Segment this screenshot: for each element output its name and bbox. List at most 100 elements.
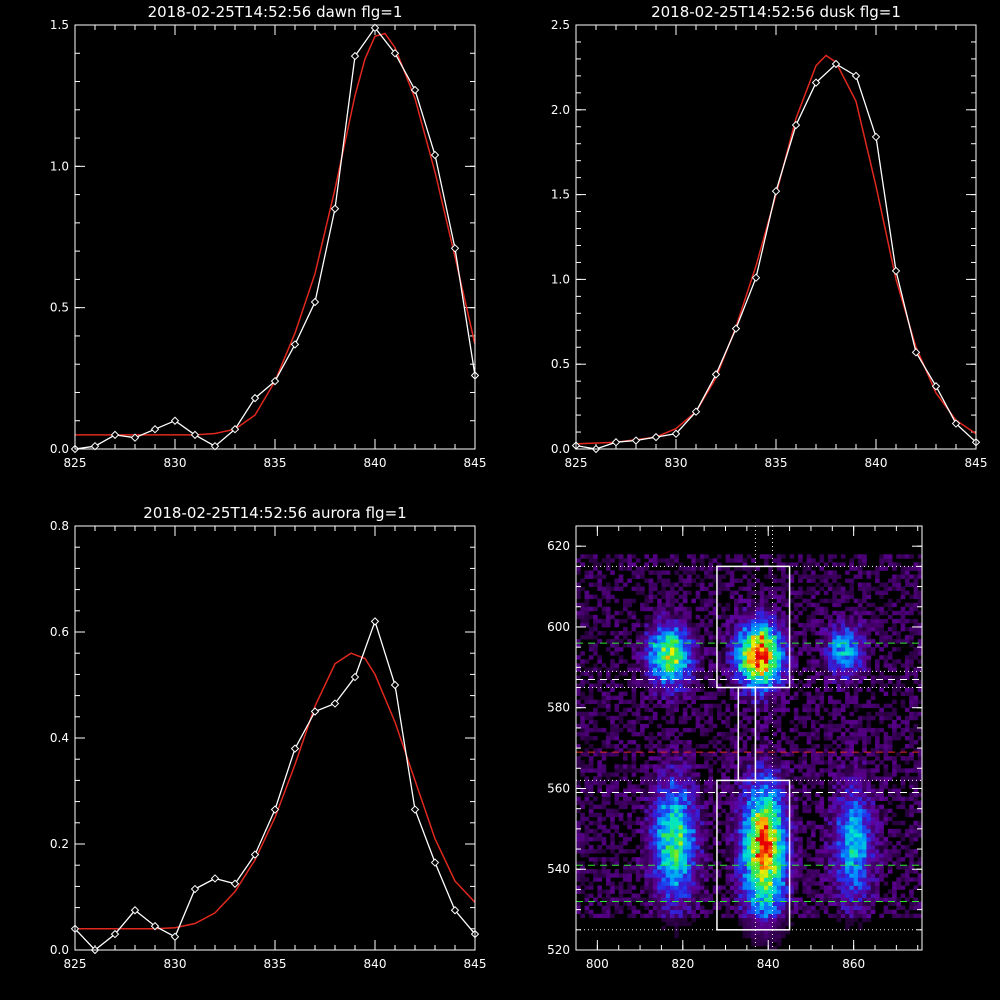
heatmap-cell bbox=[746, 735, 752, 741]
heatmap-cell bbox=[674, 808, 679, 814]
heatmap-cell bbox=[836, 893, 842, 898]
heatmap-cell bbox=[768, 800, 773, 806]
heatmap-cell bbox=[768, 804, 773, 810]
heatmap-cell bbox=[742, 909, 748, 915]
heatmap-cell bbox=[665, 626, 671, 632]
heatmap-cell bbox=[763, 691, 769, 696]
heatmap-cell bbox=[751, 832, 756, 838]
heatmap-cell bbox=[704, 913, 709, 919]
heatmap-cell bbox=[862, 877, 867, 882]
heatmap-cell bbox=[845, 901, 850, 906]
heatmap-cell bbox=[798, 602, 803, 608]
heatmap-cell bbox=[635, 711, 641, 717]
heatmap-cell bbox=[652, 655, 658, 660]
heatmap-cell bbox=[682, 865, 688, 870]
heatmap-cell bbox=[840, 643, 846, 648]
heatmap-cell bbox=[665, 711, 671, 717]
heatmap-cell bbox=[644, 578, 650, 583]
heatmap-cell bbox=[682, 788, 688, 793]
heatmap-cell bbox=[584, 740, 590, 745]
heatmap-cell bbox=[699, 840, 705, 846]
heatmap-cell bbox=[815, 804, 820, 810]
heatmap-cell bbox=[640, 635, 645, 640]
heatmap-cell bbox=[857, 832, 863, 838]
heatmap-cell bbox=[781, 731, 786, 737]
heatmap-cell bbox=[738, 772, 743, 777]
heatmap-cell bbox=[853, 614, 859, 620]
heatmap-cell bbox=[657, 792, 662, 797]
heatmap-cell bbox=[725, 655, 731, 660]
heatmap-cell bbox=[793, 873, 799, 878]
heatmap-cell bbox=[862, 731, 867, 737]
heatmap-cell bbox=[793, 562, 799, 567]
heatmap-cell bbox=[661, 727, 667, 733]
heatmap-cell bbox=[815, 889, 820, 894]
heatmap-cell bbox=[601, 861, 607, 866]
heatmap-cell bbox=[691, 679, 696, 684]
heatmap-cell bbox=[738, 796, 743, 801]
heatmap-cell bbox=[806, 772, 812, 777]
heatmap-cell bbox=[631, 655, 637, 660]
heatmap-cell bbox=[648, 691, 654, 696]
heatmap-cell bbox=[716, 602, 722, 608]
heatmap-cell bbox=[840, 897, 846, 902]
heatmap-cell bbox=[776, 760, 782, 765]
heatmap-cell bbox=[853, 905, 859, 911]
heatmap-cell bbox=[845, 764, 850, 769]
heatmap-cell bbox=[657, 760, 662, 765]
heatmap-cell bbox=[781, 853, 786, 858]
heatmap-cell bbox=[704, 671, 709, 676]
heatmap-cell bbox=[742, 562, 748, 567]
heatmap-cell bbox=[622, 796, 628, 801]
heatmap-cell bbox=[725, 828, 731, 834]
heatmap-cell bbox=[716, 731, 722, 737]
heatmap-cell bbox=[682, 824, 688, 830]
heatmap-cell bbox=[669, 849, 675, 854]
heatmap-cell bbox=[665, 719, 671, 725]
heatmap-cell bbox=[661, 630, 667, 636]
heatmap-cell bbox=[605, 893, 611, 898]
heatmap-cell bbox=[810, 659, 816, 664]
heatmap-cell bbox=[708, 610, 714, 616]
heatmap-cell bbox=[849, 861, 855, 866]
heatmap-cell bbox=[644, 788, 650, 793]
heatmap-cell bbox=[772, 853, 778, 858]
heatmap-cell bbox=[678, 683, 684, 688]
heatmap-cell bbox=[699, 675, 705, 680]
heatmap-cell bbox=[755, 840, 761, 846]
heatmap-cell bbox=[721, 853, 726, 858]
heatmap-cell bbox=[806, 905, 812, 911]
heatmap-cell bbox=[695, 574, 701, 579]
heatmap-cell bbox=[840, 594, 846, 600]
heatmap-cell bbox=[823, 707, 829, 713]
heatmap-cell bbox=[746, 792, 752, 797]
heatmap-cell bbox=[640, 828, 645, 834]
heatmap-cell bbox=[631, 663, 637, 668]
heatmap-cell bbox=[687, 905, 692, 911]
heatmap-cell bbox=[763, 554, 769, 559]
heatmap-cell bbox=[772, 917, 778, 923]
heatmap-cell bbox=[840, 554, 846, 559]
heatmap-cell bbox=[704, 626, 709, 632]
heatmap-cell bbox=[593, 683, 598, 688]
heatmap-cell bbox=[849, 663, 855, 668]
heatmap-cell bbox=[776, 913, 782, 919]
heatmap-cell bbox=[652, 570, 658, 575]
heatmap-cell bbox=[622, 857, 628, 862]
heatmap-cell bbox=[725, 776, 731, 781]
heatmap-cell bbox=[810, 570, 816, 575]
heatmap-cell bbox=[644, 804, 650, 810]
heatmap-cell bbox=[819, 618, 825, 624]
heatmap-cell bbox=[605, 796, 611, 801]
heatmap-cell bbox=[635, 574, 641, 579]
heatmap-cell bbox=[665, 849, 671, 854]
heatmap-cell bbox=[836, 853, 842, 858]
heatmap-cell bbox=[832, 828, 837, 834]
heatmap-cell bbox=[712, 590, 718, 596]
heatmap-cell bbox=[734, 897, 739, 902]
heatmap-cell bbox=[738, 808, 743, 814]
heatmap-cell bbox=[687, 659, 692, 664]
heatmap-cell bbox=[781, 586, 786, 592]
heatmap-cell bbox=[746, 675, 752, 680]
heatmap-cell bbox=[746, 877, 752, 882]
